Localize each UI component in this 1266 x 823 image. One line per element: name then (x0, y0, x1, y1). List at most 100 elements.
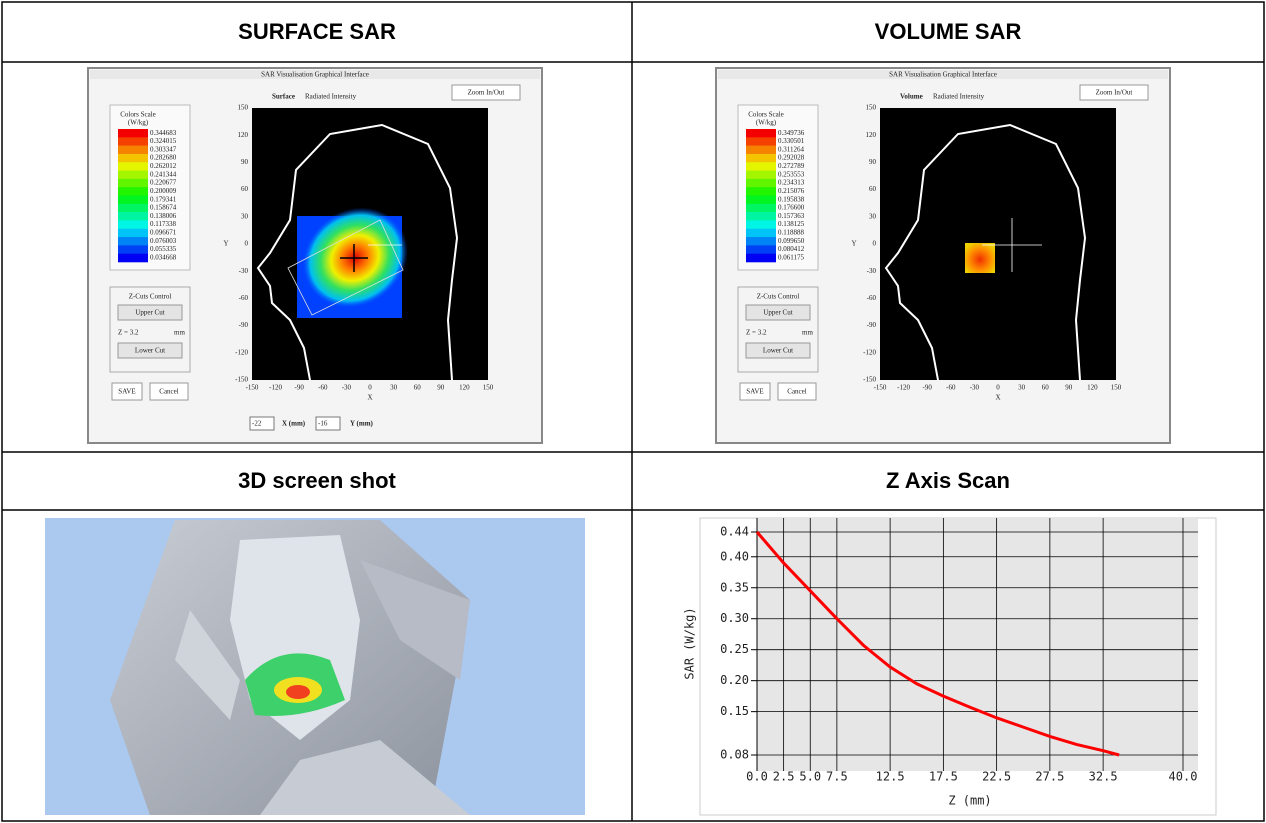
scale-value: 0.292028 (778, 154, 805, 162)
y-tick-label: -90 (867, 321, 877, 329)
upper-button: Upper Cut (763, 309, 792, 317)
scale-value: 0.234313 (778, 179, 805, 187)
scale-title: Colors Scale (748, 111, 784, 119)
header: SURFACE SAR (238, 19, 396, 44)
x-tick-label: 120 (1087, 384, 1098, 392)
button[interactable] (117, 342, 183, 359)
y-tick-label: 0.08 (720, 748, 749, 762)
scale-band (118, 162, 148, 171)
y-axis-label: Y (223, 240, 228, 248)
y-tick-label: -120 (235, 348, 248, 356)
scale-band (746, 203, 776, 213)
y-tick-label: 120 (866, 131, 877, 139)
scale-value: 0.220677 (150, 179, 177, 187)
y-input: -16 (318, 420, 328, 428)
x-tick-label: 17.5 (929, 770, 958, 784)
scale-band (118, 220, 148, 230)
scale-value: 0.096671 (150, 229, 177, 237)
scale-value: 0.080412 (778, 245, 805, 253)
scale-value: 0.330501 (778, 137, 805, 145)
y-axis-label: SAR (W/kg) (683, 607, 697, 679)
y-tick-label: 150 (866, 104, 877, 112)
y-tick-label: -150 (863, 376, 876, 384)
save-button: SAVE (118, 388, 135, 396)
x-tick-label: 0.0 (746, 770, 768, 784)
scale-band (118, 129, 148, 138)
scale-band (118, 195, 148, 205)
button[interactable] (745, 304, 811, 321)
zoom-button: Zoom In/Out (468, 89, 505, 97)
scale-band (746, 178, 776, 188)
y-tick-label: -150 (235, 376, 248, 384)
x-tick-label: 5.0 (799, 770, 821, 784)
scale-band (746, 195, 776, 205)
scale-value: 0.034668 (150, 253, 177, 261)
scale-value: 0.138125 (778, 220, 805, 228)
scale-value: 0.138006 (150, 212, 177, 220)
y-tick-label: 30 (241, 212, 249, 220)
x-input: -22 (252, 420, 262, 428)
cancel-button: Cancel (787, 388, 806, 396)
header: Z Axis Scan (886, 468, 1010, 493)
x-tick-label: 150 (483, 384, 494, 392)
scale-band (746, 237, 776, 246)
scale-value: 0.176600 (778, 204, 805, 212)
x-tick-label: -30 (342, 384, 352, 392)
data-line (755, 531, 1120, 757)
button[interactable] (777, 382, 817, 401)
scale-band (118, 137, 148, 146)
x-tick-label: 60 (414, 384, 422, 392)
z-label: Z = 3.2 (746, 329, 767, 337)
y-tick-label: -30 (867, 267, 877, 275)
button[interactable] (111, 382, 143, 401)
plot-area (757, 518, 1198, 771)
button[interactable] (745, 342, 811, 359)
y-input-label: Y (mm) (350, 420, 374, 428)
x-tick-label: 120 (459, 384, 470, 392)
scale-value: 0.303347 (150, 145, 177, 153)
x-tick-label: -60 (318, 384, 328, 392)
lower-button: Lower Cut (135, 347, 165, 355)
input-box[interactable] (315, 416, 341, 431)
scale-band (746, 162, 776, 171)
input-box[interactable] (249, 416, 275, 431)
scale-band (746, 245, 776, 254)
button[interactable] (149, 382, 189, 401)
x-tick-label: -120 (269, 384, 282, 392)
scale-band (746, 145, 776, 155)
title-bar (90, 70, 540, 79)
header: VOLUME SAR (875, 19, 1022, 44)
scale-value: 0.076003 (150, 237, 177, 245)
y-tick-label: 0.30 (720, 611, 749, 625)
button[interactable] (117, 304, 183, 321)
scale-band (118, 245, 148, 254)
scale-value: 0.157363 (778, 212, 805, 220)
y-tick-label: 150 (238, 104, 249, 112)
scale-band (118, 187, 148, 196)
y-tick-label: -90 (239, 321, 249, 329)
zoom-button: Zoom In/Out (1096, 89, 1133, 97)
z-unit: mm (174, 329, 185, 337)
button[interactable] (1079, 84, 1149, 101)
volume-heatmap (965, 218, 1042, 273)
scale-band (118, 253, 148, 263)
scale-band (118, 178, 148, 188)
x-tick-label: 27.5 (1035, 770, 1064, 784)
scale-value: 0.061175 (778, 253, 804, 261)
y-tick-label: 0.35 (720, 580, 749, 594)
x-input-label: X (mm) (282, 420, 306, 428)
scale-unit: (W/kg) (128, 119, 149, 127)
y-tick-label: -120 (863, 348, 876, 356)
zcuts-title: Z-Cuts Control (129, 293, 172, 301)
button[interactable] (451, 84, 521, 101)
y-tick-label: 0.40 (720, 549, 749, 563)
button[interactable] (739, 382, 771, 401)
x-tick-label: 22.5 (982, 770, 1011, 784)
y-tick-label: 60 (241, 185, 249, 193)
head-outline (256, 123, 459, 381)
scale-band (746, 153, 776, 163)
scale-band (118, 145, 148, 155)
y-tick-label: 0 (873, 240, 877, 248)
x-tick-label: 90 (437, 384, 445, 392)
